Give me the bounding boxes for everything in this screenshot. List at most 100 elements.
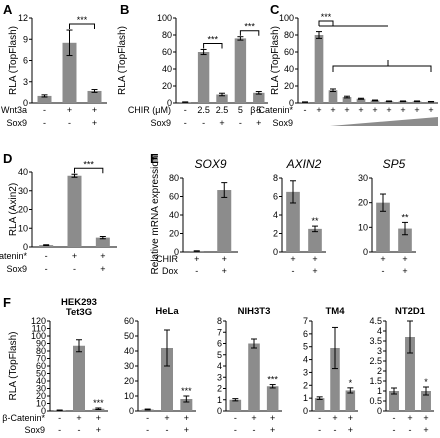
panel-a-tick-label: 6: [23, 56, 28, 66]
panel-a-tick-label: 9: [23, 34, 28, 44]
panel-f3-significance-star: ***: [267, 375, 278, 385]
panel-b-row-cell: +: [219, 118, 224, 128]
panel-b-row-cell: -: [202, 118, 205, 128]
panel-f-tick-label: 0: [41, 406, 46, 416]
panel-a-row-cell: -: [43, 118, 46, 128]
panel-f4-bar: [330, 348, 340, 411]
panel-c-bar: [356, 98, 366, 103]
panel-f4-row-cell: -: [334, 425, 337, 435]
panel-f-tick-label: 30: [36, 384, 46, 394]
panel-b-tick-label: 40: [162, 64, 172, 74]
panel-f4-tick-label: 0: [303, 406, 308, 416]
panel-e-tick-label: 40: [169, 210, 179, 220]
panel-f3-row-cell: +: [270, 413, 275, 423]
panel-b-row-cell: -: [184, 105, 187, 115]
panel-f3-title: NIH3T3: [238, 306, 271, 317]
panel-f3-row-cell: -: [253, 425, 256, 435]
panel-a-row-label: Sox9: [6, 118, 27, 128]
panel-f2-tick-label: 30: [124, 361, 134, 371]
panel-f4-tick-label: 3: [303, 367, 308, 377]
panel-f5-row-cell: -: [393, 425, 396, 435]
panel-f-tick-label: 40: [36, 376, 46, 386]
panel-a-bar: [37, 95, 52, 103]
panel-e-row-cell: +: [222, 266, 227, 276]
panel-e3-bar: [376, 202, 390, 252]
panel-c-row-cell: +: [400, 105, 405, 115]
panel-f-significance-star: ***: [93, 398, 104, 408]
panel-f5-row-cell: +: [423, 413, 428, 423]
panel-c-tick-label: 0: [289, 98, 294, 108]
panel-e3-tick-label: 0: [363, 247, 368, 257]
panel-e3-row-cell: +: [380, 254, 385, 264]
panel-a-row-cell: -: [43, 105, 46, 115]
panel-e2-tick-label: 0: [273, 247, 278, 257]
panel-c-bar: [370, 100, 380, 103]
panel-f5-tick-label: 4.5: [369, 316, 382, 326]
panel-letter-A: A: [3, 2, 13, 17]
panel-f2-row-cell: +: [184, 413, 189, 423]
panel-f-tick-label: 80: [36, 346, 46, 356]
panel-b-row-cell: +: [256, 118, 261, 128]
panel-f-bar: [73, 345, 85, 411]
panel-a-y-label: RLA (TopFlash): [8, 26, 19, 95]
panel-b-tick-label: 20: [162, 81, 172, 91]
panel-f-tick-label: 110: [32, 324, 46, 334]
panel-e2-row-cell: -: [292, 266, 295, 276]
panel-f2-tick-label: 20: [124, 376, 134, 386]
panel-f3-tick-label: 6: [217, 339, 222, 349]
panel-e3-tick-label: 20: [358, 198, 368, 208]
panel-b-tick-label: 100: [157, 13, 172, 23]
panel-a-bracket-label: ***: [77, 15, 88, 25]
panel-c-bar: [328, 90, 338, 103]
panel-e2-title: AXIN2: [286, 157, 322, 171]
panel-f4-row-cell: -: [318, 425, 321, 435]
panel-a-tick-label: 3: [23, 77, 28, 87]
panel-f4-row-cell: +: [348, 413, 353, 423]
panel-f-title: HEK293: [61, 297, 97, 308]
panel-f5-tick-label: 3: [377, 346, 382, 356]
panel-b-bracket: [203, 42, 223, 49]
panel-e2-row-cell: +: [312, 266, 317, 276]
panel-c-tick-label: 80: [284, 30, 294, 40]
panel-f4-tick-label: 1: [303, 393, 308, 403]
panel-e-row-label: Dox: [162, 266, 179, 276]
panel-f2-row-cell: +: [184, 425, 189, 435]
panel-f4-tick-label: 2: [303, 380, 308, 390]
panel-f5-tick-label: 2.5: [369, 356, 382, 366]
panel-e-bar: [217, 190, 232, 252]
panel-c-brace: [332, 65, 432, 72]
panel-b-bar: [216, 94, 228, 103]
panel-c-row-cell: +: [428, 105, 433, 115]
panel-f3-tick-label: 3: [217, 372, 222, 382]
panel-e2-significance-star: **: [311, 216, 319, 226]
panel-b-row-cell: -: [239, 118, 242, 128]
panel-f2-row-cell: +: [164, 413, 169, 423]
panel-f5-row-cell: -: [409, 425, 412, 435]
panel-f2-bar: [180, 399, 193, 411]
panel-letter-C: C: [270, 2, 280, 17]
panel-f5-tick-label: 4: [377, 326, 382, 336]
panel-f2-title: HeLa: [155, 306, 179, 317]
panel-d-bar: [67, 175, 82, 247]
panel-c-bar: [314, 35, 324, 103]
panel-c-row-cell: +: [344, 105, 349, 115]
panel-letter-D: D: [3, 151, 12, 166]
panel-e2-tick-label: 8: [273, 173, 278, 183]
panel-c-row-label: Sox9: [272, 118, 293, 128]
panel-b-bar: [253, 92, 265, 103]
panel-f-row-cell: +: [96, 413, 101, 423]
panel-b-tick-label: 60: [162, 47, 172, 57]
panel-letter-F: F: [3, 295, 11, 310]
panel-c-tick-label: 40: [284, 64, 294, 74]
panel-e2-row-cell: +: [290, 254, 295, 264]
panel-f3-tick-label: 4: [217, 361, 222, 371]
panel-f-tick-label: 20: [36, 391, 46, 401]
panel-f-tick-label: 10: [36, 399, 46, 409]
panel-d-row-cell: -: [45, 251, 48, 261]
panel-f-row-cell: -: [58, 425, 61, 435]
panel-e3-significance-star: **: [401, 212, 409, 222]
panel-f3-bar: [266, 386, 279, 411]
panel-f3-tick-label: 5: [217, 350, 222, 360]
panel-f5-row-cell: +: [407, 413, 412, 423]
